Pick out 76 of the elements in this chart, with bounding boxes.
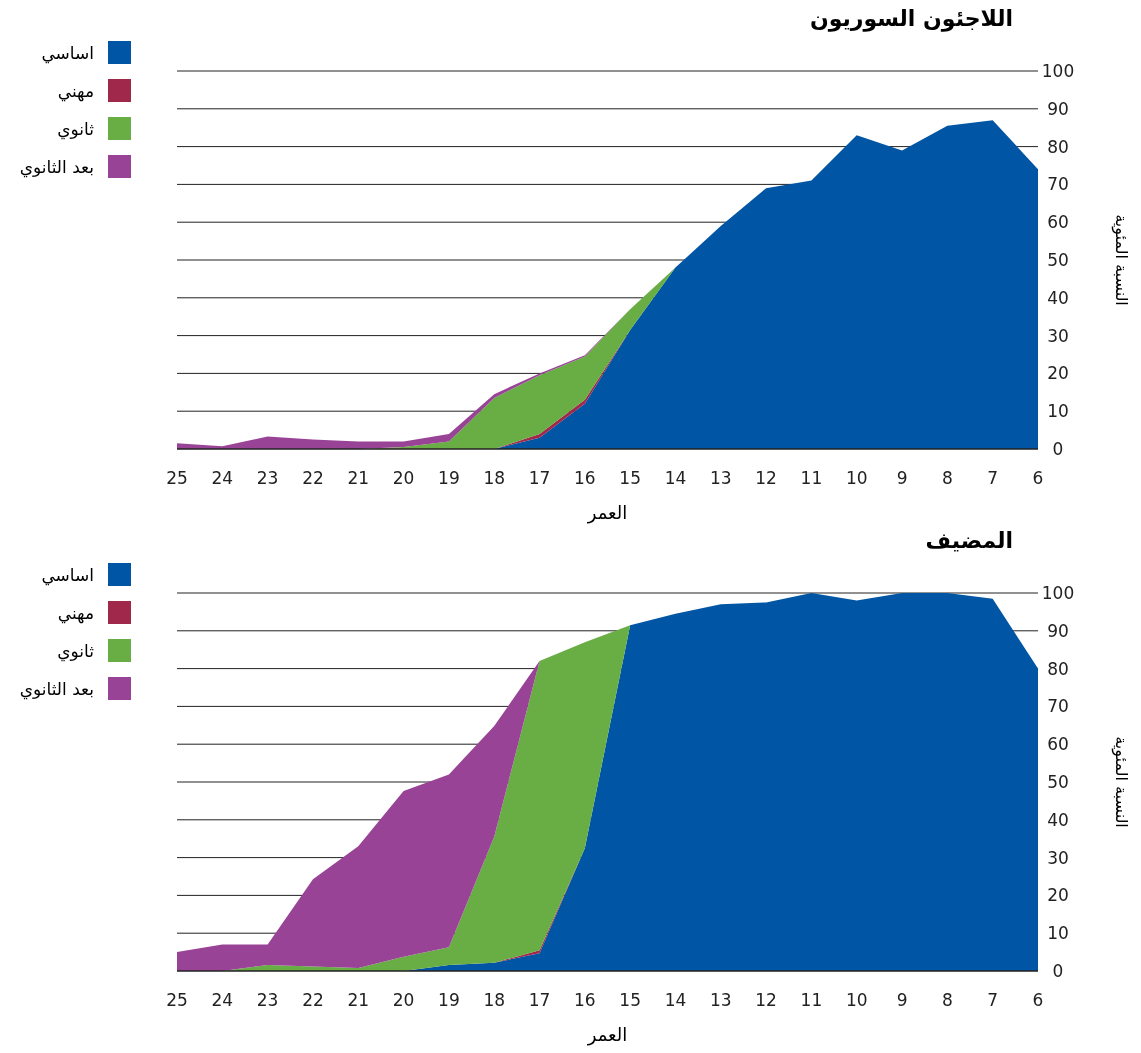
legend-label: بعد الثانوي [19,157,94,178]
legend-label: مهني [57,603,94,624]
x-tick-label: 16 [574,990,596,1010]
x-tick-label: 11 [800,468,823,488]
y-tick-label: 50 [1047,772,1069,792]
x-tick-label: 11 [800,990,823,1010]
x-tick-label: 19 [438,990,460,1010]
y-tick-label: 50 [1047,250,1069,270]
y-tick-label: 20 [1047,363,1069,384]
y-tick-label: 60 [1047,734,1069,755]
x-tick-label: 12 [755,468,777,488]
x-tick-label: 7 [987,468,999,488]
x-tick-label: 7 [987,990,999,1010]
y-tick-label: 10 [1047,923,1069,944]
x-tick-label: 18 [483,468,506,488]
y-tick-label: 40 [1047,809,1069,830]
y-tick-label: 20 [1047,885,1069,906]
x-tick-label: 17 [528,468,551,488]
legend-label: بعد الثانوي [19,679,94,700]
y-tick-label: 80 [1047,658,1069,679]
x-tick-label: 21 [347,990,370,1010]
x-tick-label: 24 [211,468,234,488]
legend-label: مهني [57,81,94,102]
x-tick-label: 22 [302,990,324,1010]
x-tick-label: 13 [709,990,732,1010]
y-tick-label: 100 [1041,583,1075,603]
y-tick-label: 70 [1047,696,1069,717]
x-tick-label: 15 [619,468,641,488]
y-axis-title: النسبة المئوية [1111,214,1131,306]
x-tick-label: 21 [347,468,370,488]
y-tick-label: 30 [1047,847,1069,868]
chart-title: المضيف [925,528,1013,553]
legend-label: ثانوي [57,119,95,140]
y-tick-label: 90 [1047,98,1069,119]
y-tick-label: 30 [1047,325,1069,346]
y-tick-label: 0 [1052,439,1064,459]
y-tick-label: 10 [1047,401,1069,422]
x-tick-label: 23 [256,990,279,1010]
x-tick-label: 12 [755,990,777,1010]
x-tick-label: 20 [392,990,415,1010]
x-tick-label: 10 [845,468,868,488]
x-tick-label: 8 [941,468,953,488]
y-tick-label: 70 [1047,174,1069,195]
legend-label: ثانوي [57,641,95,662]
x-tick-label: 8 [941,990,953,1010]
x-tick-label: 25 [166,990,188,1010]
y-tick-label: 60 [1047,212,1069,233]
x-tick-label: 19 [438,468,460,488]
y-tick-label: 40 [1047,287,1069,308]
x-tick-label: 16 [574,468,596,488]
x-tick-label: 17 [528,990,551,1010]
x-tick-label: 6 [1032,990,1044,1010]
y-tick-label: 90 [1047,620,1069,641]
x-tick-label: 14 [664,468,687,488]
x-axis-title: العمر [586,502,628,524]
x-tick-label: 22 [302,468,324,488]
y-tick-label: 80 [1047,136,1069,157]
x-tick-label: 23 [256,468,279,488]
y-axis-title: النسبة المئوية [1111,736,1131,828]
y-tick-label: 0 [1052,961,1064,981]
x-tick-label: 14 [664,990,687,1010]
x-tick-label: 9 [896,468,908,488]
legend-label: اساسي [41,565,94,586]
y-tick-label: 100 [1041,61,1075,81]
x-axis-title: العمر [586,1024,628,1046]
x-tick-label: 10 [845,990,868,1010]
x-tick-label: 15 [619,990,641,1010]
x-tick-label: 13 [709,468,732,488]
x-tick-label: 6 [1032,468,1044,488]
chart-title: اللاجئون السوريون [809,6,1013,32]
legend-label: اساسي [41,43,94,64]
x-tick-label: 24 [211,990,234,1010]
x-tick-label: 9 [896,990,908,1010]
x-tick-label: 20 [392,468,415,488]
x-tick-label: 25 [166,468,188,488]
x-tick-label: 18 [483,990,506,1010]
